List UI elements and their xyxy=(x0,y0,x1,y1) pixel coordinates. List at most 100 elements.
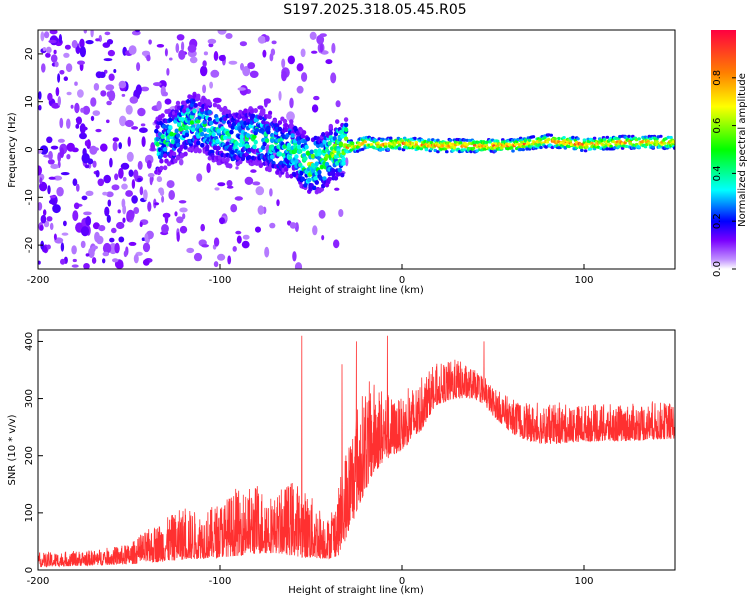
ridge-cell xyxy=(196,96,201,101)
ridge-cell xyxy=(252,144,257,150)
ridge-cell xyxy=(192,108,197,114)
noise-blob xyxy=(300,48,306,58)
ridge-cell xyxy=(208,120,214,126)
ridge-cell xyxy=(221,157,226,163)
ridge-cell xyxy=(324,161,330,167)
noise-blob xyxy=(111,184,120,191)
noise-blob xyxy=(47,159,55,165)
noise-blob xyxy=(83,30,87,34)
ridge-cell xyxy=(307,177,312,183)
ridge-cell xyxy=(216,128,221,134)
noise-blob xyxy=(120,162,130,170)
noise-blob xyxy=(250,169,257,173)
ridge-cell xyxy=(462,138,467,142)
noise-blob xyxy=(154,202,160,206)
noise-blob xyxy=(213,261,219,268)
noise-blob xyxy=(57,73,61,83)
spectrogram-ridge xyxy=(154,91,675,195)
ridge-cell xyxy=(253,108,258,114)
ridge-cell xyxy=(212,102,218,108)
noise-blob xyxy=(146,54,151,62)
ridge-cell xyxy=(184,125,190,131)
snr-y-ticks: 0 100 200 300 400 xyxy=(24,332,43,573)
noise-blob xyxy=(179,207,188,213)
ridge-cell xyxy=(605,147,610,151)
noise-blob xyxy=(176,34,185,41)
ridge-cell xyxy=(264,138,270,144)
ridge-cell xyxy=(655,140,659,144)
ridge-cell xyxy=(602,137,607,141)
ridge-cell xyxy=(452,145,457,149)
ridge-cell xyxy=(511,149,515,153)
noise-blob xyxy=(40,214,47,224)
ridge-cell xyxy=(562,136,566,140)
ridge-cell xyxy=(521,144,525,149)
noise-blob xyxy=(312,225,318,236)
ridge-cell xyxy=(576,137,580,141)
noise-blob xyxy=(164,212,169,224)
noise-blob xyxy=(136,62,141,72)
ridge-cell xyxy=(448,138,453,142)
noise-blob xyxy=(200,65,208,77)
noise-blob xyxy=(249,70,259,79)
ridge-cell xyxy=(401,148,406,152)
noise-blob xyxy=(100,143,108,152)
noise-blob xyxy=(83,126,88,131)
noise-blob xyxy=(104,206,110,217)
noise-blob xyxy=(278,90,282,101)
noise-blob xyxy=(109,157,113,168)
noise-blob xyxy=(135,30,140,33)
noise-blob xyxy=(103,58,113,62)
noise-blob xyxy=(60,242,65,252)
noise-blob xyxy=(38,104,42,111)
noise-blob xyxy=(217,253,226,261)
ridge-cell xyxy=(159,165,164,171)
ridge-cell xyxy=(317,169,322,175)
noise-blob xyxy=(84,164,90,169)
ridge-cell xyxy=(303,156,308,162)
ridge-cell xyxy=(296,140,302,145)
noise-blob xyxy=(217,30,227,35)
noise-blob xyxy=(137,177,143,182)
noise-blob xyxy=(83,211,92,216)
noise-blob xyxy=(156,176,163,183)
x-tick-label: -100 xyxy=(209,275,232,286)
noise-blob xyxy=(60,258,66,265)
noise-blob xyxy=(335,100,341,108)
x-tick-label: 100 xyxy=(574,576,593,587)
ridge-cell xyxy=(369,143,374,147)
ridge-cell xyxy=(328,123,333,129)
noise-blob xyxy=(186,247,195,254)
y-tick-label: 0 xyxy=(24,146,35,152)
noise-blob xyxy=(212,97,222,104)
ridge-cell xyxy=(637,137,641,141)
noise-blob xyxy=(75,123,80,129)
noise-blob xyxy=(42,47,47,52)
noise-blob xyxy=(95,71,103,79)
ridge-cell xyxy=(571,135,575,139)
ridge-cell xyxy=(258,115,263,121)
noise-blob xyxy=(330,72,337,84)
noise-blob xyxy=(39,224,44,231)
ridge-cell xyxy=(155,141,160,147)
y-tick-label: 20 xyxy=(24,48,35,61)
noise-blob xyxy=(92,160,97,168)
ridge-cell xyxy=(202,127,207,133)
noise-blob xyxy=(318,209,326,219)
noise-blob xyxy=(95,38,100,42)
noise-blob xyxy=(47,185,51,195)
ridge-cell xyxy=(545,140,550,144)
ridge-cell xyxy=(585,145,589,149)
noise-blob xyxy=(61,232,69,236)
noise-blob xyxy=(45,52,51,58)
noise-blob xyxy=(234,196,243,201)
noise-blob xyxy=(262,49,267,58)
noise-blob xyxy=(102,258,106,264)
ridge-cell xyxy=(198,127,204,133)
noise-blob xyxy=(80,240,86,249)
noise-blob xyxy=(43,209,47,216)
noise-blob xyxy=(66,118,71,129)
ridge-cell xyxy=(637,145,641,149)
ridge-cell xyxy=(188,94,193,100)
noise-blob xyxy=(122,217,126,223)
